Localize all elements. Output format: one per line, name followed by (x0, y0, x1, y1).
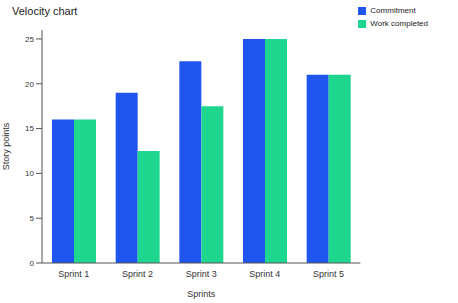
svg-text:Sprint 3: Sprint 3 (186, 269, 217, 279)
svg-text:Sprint 4: Sprint 4 (249, 269, 280, 279)
svg-text:5: 5 (30, 214, 35, 223)
html-text:Work completed: Work completed (370, 19, 428, 28)
svg-text:0: 0 (30, 259, 35, 268)
svg-text:Sprint 2: Sprint 2 (122, 269, 153, 279)
html-text:Velocity chart: Velocity chart (12, 5, 78, 17)
svg-text:25: 25 (25, 35, 34, 44)
svg-text:20: 20 (25, 80, 34, 89)
html-text:Commitment: Commitment (370, 6, 416, 15)
svg-text:10: 10 (25, 169, 34, 178)
svg-text:Sprint 1: Sprint 1 (58, 269, 89, 279)
svg-text:15: 15 (25, 124, 34, 133)
svg-text:Story points: Story points (8, 122, 11, 170)
svg-text:Sprint 5: Sprint 5 (313, 269, 344, 279)
svg-text:Sprints: Sprints (187, 289, 216, 299)
